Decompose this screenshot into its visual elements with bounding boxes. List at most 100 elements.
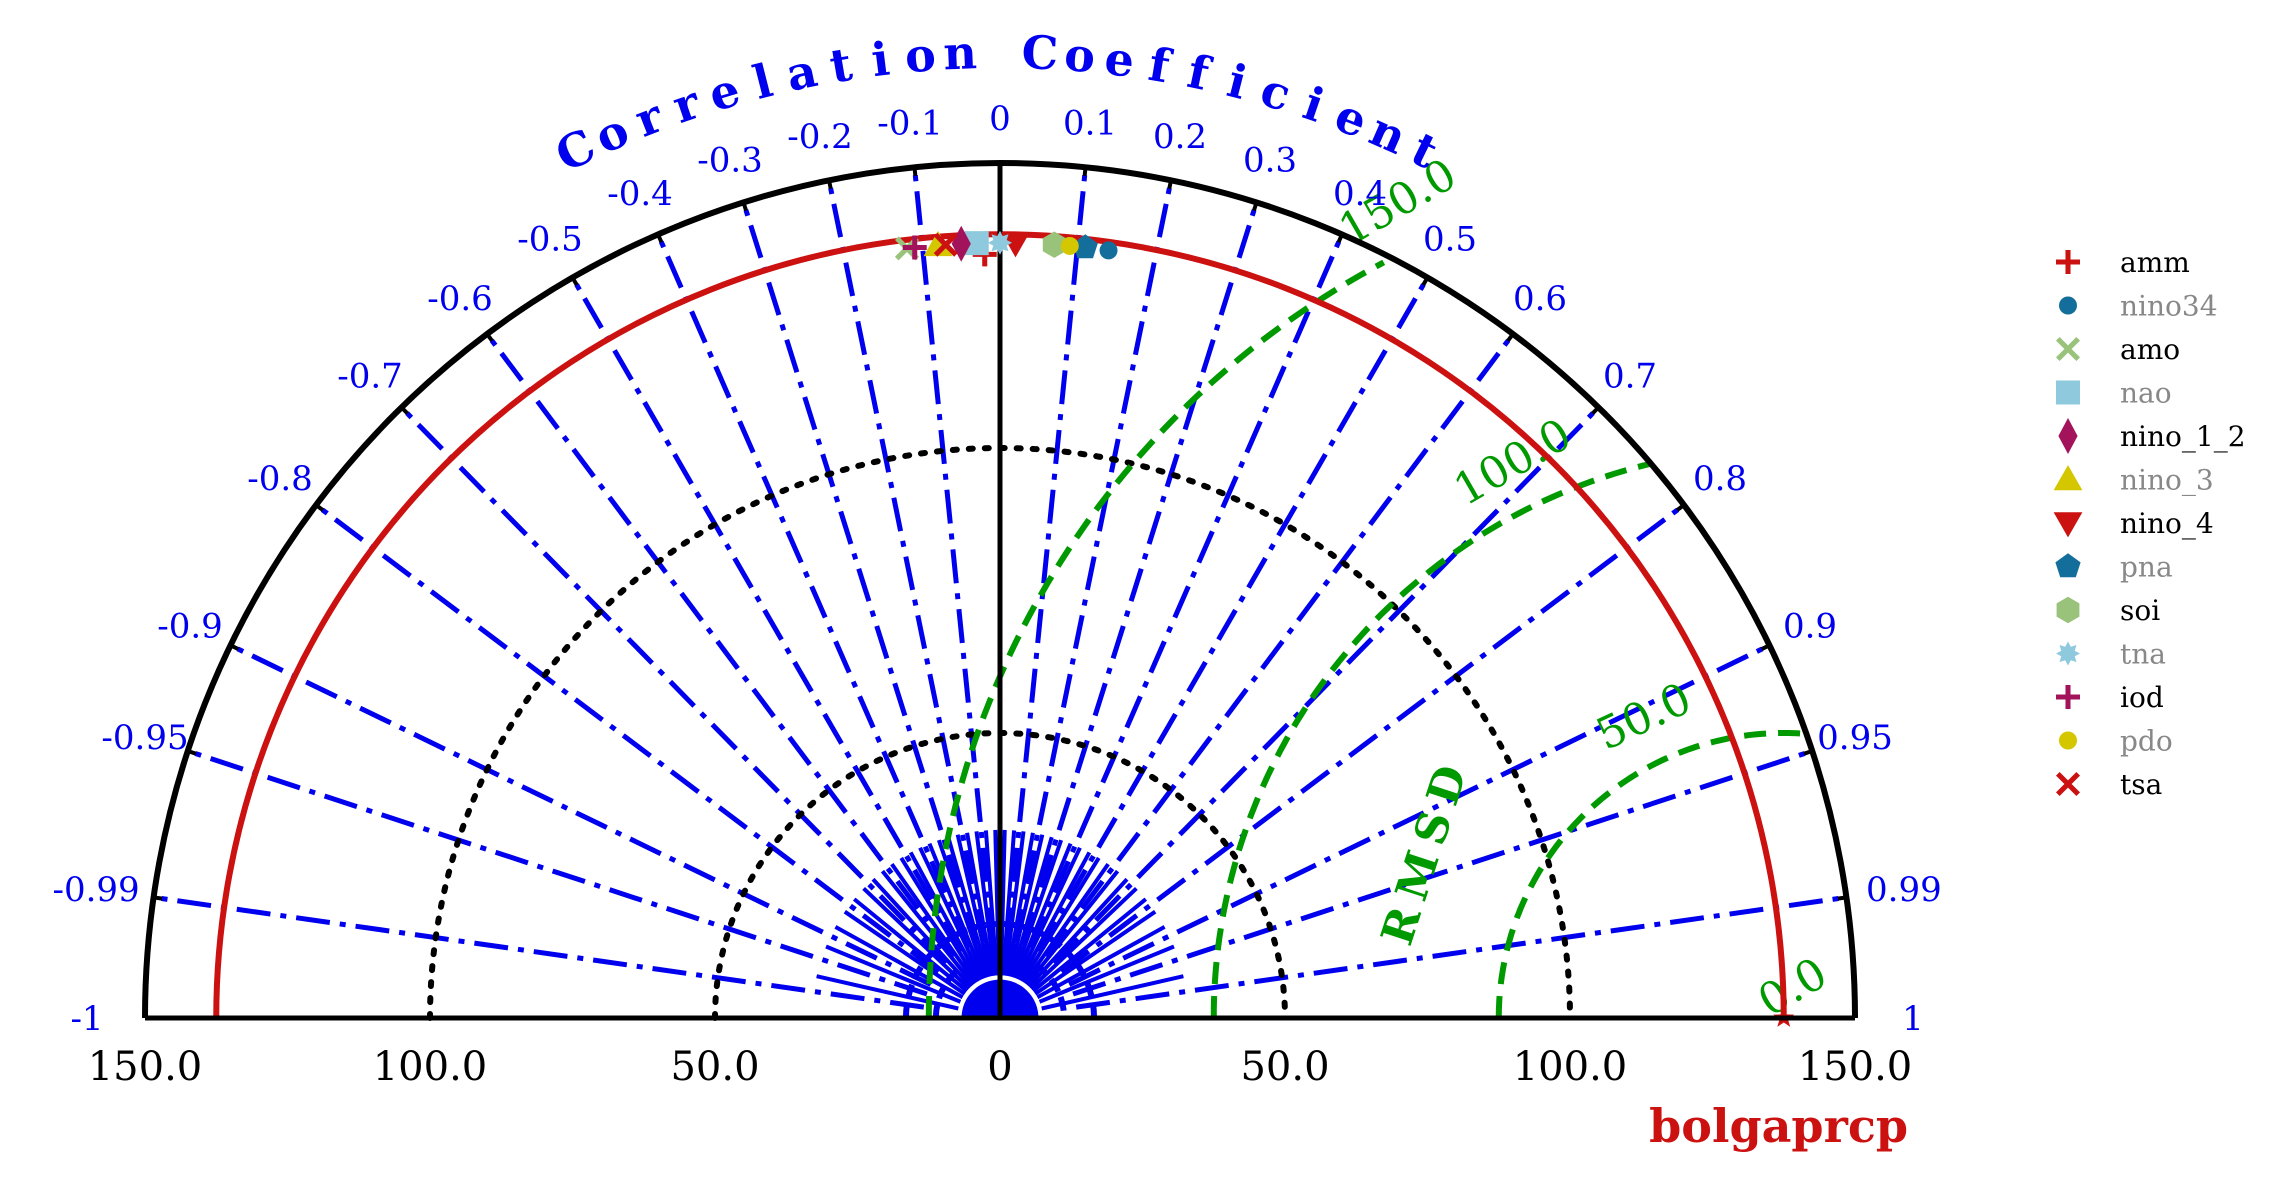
corr-tick [656, 233, 664, 244]
legend-label-amo: amo [2120, 333, 2180, 366]
corr-gridline-0.6 [1044, 332, 1516, 958]
title-letter: e [702, 62, 745, 122]
std-tick-label: 150.0 [1798, 1044, 1913, 1090]
corr-tick [827, 179, 833, 190]
corr-tick-label--0.9: -0.9 [157, 607, 223, 647]
corr-minor-spoke [816, 974, 959, 1011]
rmsd-contour-150.0 [925, 259, 1386, 1019]
rmsd-axis-label: RMSD [1372, 750, 1481, 951]
corr-tick [1506, 332, 1515, 343]
corr-tick-label-0.95: 0.95 [1817, 718, 1893, 758]
legend-label-nino_4: nino_4 [2120, 507, 2214, 540]
marker-nino_3 [923, 230, 953, 257]
marker-nino34 [1099, 241, 1118, 260]
corr-minor-spoke [1020, 856, 1101, 983]
corr-tick-label--0.4: -0.4 [607, 174, 673, 214]
corr-gridline-0.2 [1012, 179, 1174, 944]
legend-label-amm: amm [2120, 246, 2190, 279]
marker-tsa [933, 232, 958, 257]
legend-label-nino_1_2: nino_1_2 [2120, 420, 2246, 453]
legend-label-pdo: pdo [2120, 725, 2173, 758]
rmsd-level-label: 50.0 [1589, 673, 1699, 761]
corr-minor-spoke [1009, 836, 1054, 978]
corr-tick [1675, 503, 1686, 512]
legend-entry-amm: amm [2056, 246, 2190, 279]
corr-tick [1837, 895, 1847, 901]
corr-tick-label--1: -1 [70, 999, 103, 1039]
marker-iod [902, 235, 927, 260]
std-tick-label: 100.0 [1513, 1044, 1628, 1090]
legend-marker-tsa [2056, 772, 2080, 796]
legend-entry-tna: tna [2056, 638, 2166, 671]
marker-tna [988, 230, 1012, 255]
corr-gridline--0.5 [570, 276, 964, 953]
corr-gridline-0.5 [1036, 276, 1430, 953]
corr-gridline--0.8 [314, 503, 940, 974]
data-markers [894, 225, 1118, 267]
corr-gridline-0.99 [1075, 894, 1847, 1010]
corr-minor-spoke [983, 830, 999, 976]
title-letter: l [748, 53, 778, 110]
std-tick-label: 100.0 [373, 1044, 488, 1090]
legend-marker-nino_3 [2053, 465, 2083, 491]
marker-pna [1072, 234, 1098, 259]
marker-soi [1042, 231, 1066, 258]
marker-nino_4 [1001, 232, 1030, 258]
legend-label-nao: nao [2120, 377, 2172, 410]
corr-gridline--0.9 [229, 643, 932, 987]
title-letter: n [942, 25, 978, 80]
corr-gridline--0.3 [741, 201, 980, 946]
corr-tick-label-0.9: 0.9 [1783, 607, 1837, 647]
corr-gridline--0.4 [655, 233, 972, 949]
corr-tick [1167, 179, 1173, 190]
corr-tick-label--0.5: -0.5 [517, 220, 583, 260]
corr-tick-label--0.95: -0.95 [101, 718, 188, 758]
axes [142, 160, 1858, 1021]
corr-gridline-0.7 [1052, 405, 1601, 965]
corr-gridline-0.9 [1068, 643, 1771, 987]
title-letter: f [1145, 37, 1177, 94]
data-point-pna [1072, 234, 1098, 259]
title-letter: f [1183, 44, 1217, 102]
corr-tick [1252, 201, 1259, 212]
corr-tick [741, 201, 748, 212]
legend-label-nino_3: nino_3 [2120, 464, 2214, 497]
corr-tick-label-0.3: 0.3 [1243, 141, 1297, 181]
corr-tick-label--0.6: -0.6 [427, 279, 493, 319]
rmsd-contour-50.0 [1495, 730, 1807, 1018]
corr-tick [153, 895, 163, 901]
corr-tick [485, 332, 494, 343]
legend-marker-nao [2056, 380, 2080, 405]
corr-tick [1082, 167, 1088, 176]
corr-tick-label--0.7: -0.7 [337, 356, 403, 396]
corr-minor-spoke [1007, 834, 1045, 977]
marker-pdo [1060, 236, 1079, 255]
data-point-iod [902, 235, 927, 260]
corr-gridline-0.95 [1072, 748, 1814, 997]
legend-entry-nino_1_2: nino_1_2 [2058, 418, 2246, 454]
corr-minor-spoke [1031, 897, 1148, 993]
corr-gridline-0.8 [1060, 503, 1686, 974]
corr-gridline--0.7 [399, 405, 948, 965]
title-letter: r [666, 75, 707, 134]
legend-entry-tsa: tsa [2056, 768, 2162, 801]
corr-tick [1591, 406, 1600, 415]
corr-tick-label-0.1: 0.1 [1063, 104, 1117, 144]
corr-minor-spoke [936, 839, 988, 979]
corr-minor-spoke [880, 869, 975, 986]
corr-tick [912, 167, 918, 176]
corr-minor-spoke [927, 842, 986, 980]
legend-entry-nino_4: nino_4 [2053, 507, 2214, 540]
corr-gridline--0.1 [912, 167, 995, 942]
data-point-soi [1042, 231, 1066, 258]
legend-marker-pdo [2059, 731, 2077, 750]
corr-tick-label-0.8: 0.8 [1693, 459, 1747, 499]
corr-tick-label-0.7: 0.7 [1603, 356, 1657, 396]
corr-tick-label-0.5: 0.5 [1423, 220, 1477, 260]
legend-marker-pna [2055, 553, 2081, 578]
title-letter: o [1062, 27, 1097, 83]
data-point-nino_3 [923, 230, 953, 257]
legend-entry-soi: soi [2056, 594, 2160, 627]
